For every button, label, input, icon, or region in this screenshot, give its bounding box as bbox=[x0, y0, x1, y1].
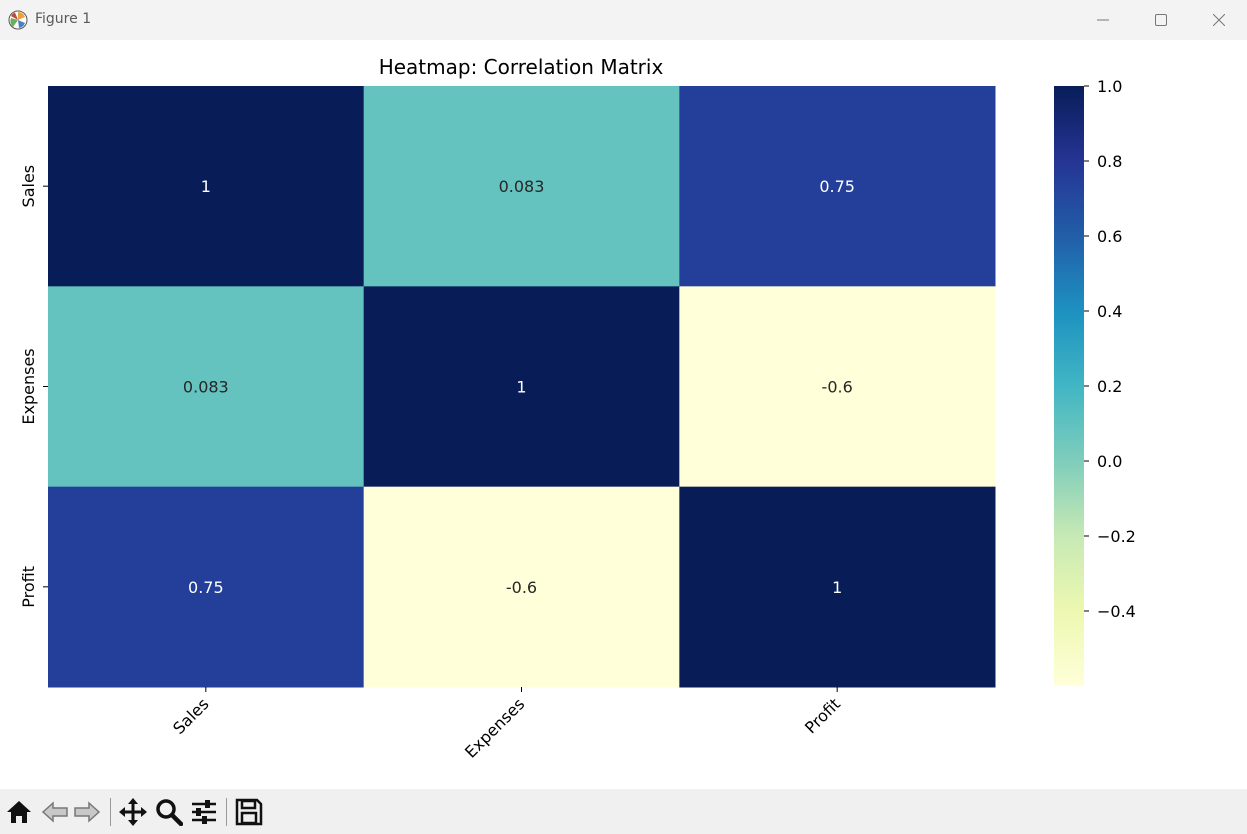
minimize-button[interactable] bbox=[1074, 0, 1132, 40]
heatmap-cell bbox=[679, 286, 996, 488]
back-arrow-icon bbox=[41, 801, 68, 823]
x-tick-label: Sales bbox=[169, 694, 213, 738]
cell-annotation: 0.083 bbox=[499, 177, 545, 196]
cell-annotation: 1 bbox=[516, 378, 526, 397]
heatmap-cell bbox=[679, 486, 996, 688]
colorbar-ticks: 1.0 0.8 0.6 0.4 0.2 0.0 −0.2 −0.4 bbox=[1084, 77, 1136, 621]
heatmap-cell bbox=[363, 486, 680, 688]
cell-annotation: 0.75 bbox=[819, 177, 855, 196]
chart-title: Heatmap: Correlation Matrix bbox=[379, 55, 664, 79]
navigation-toolbar bbox=[0, 789, 1247, 834]
cell-annotation: -0.6 bbox=[822, 378, 853, 397]
colorbar-tick-label: 0.6 bbox=[1097, 227, 1122, 246]
home-icon bbox=[7, 801, 31, 823]
pan-button[interactable] bbox=[117, 797, 149, 827]
cell-annotation: -0.6 bbox=[506, 578, 537, 597]
colorbar-tick-label: 0.0 bbox=[1097, 452, 1122, 471]
forward-button[interactable] bbox=[71, 797, 103, 827]
colorbar-tick-label: 0.4 bbox=[1097, 302, 1122, 321]
cell-annotation: 0.083 bbox=[183, 378, 229, 397]
window-title: Figure 1 bbox=[35, 11, 92, 27]
colorbar-tick-label: −0.4 bbox=[1097, 602, 1136, 621]
maximize-icon bbox=[1155, 14, 1167, 26]
toolbar-separator bbox=[110, 798, 111, 826]
x-tick-label: Profit bbox=[801, 694, 844, 737]
heatmap-chart: Heatmap: Correlation Matrix 1 0.083 0.75 0.… bbox=[19, 55, 1136, 762]
heatmap-cell bbox=[48, 86, 365, 287]
cell-annotation: 1 bbox=[201, 177, 211, 196]
zoom-magnifier-icon bbox=[156, 799, 183, 826]
heatmap-cell bbox=[679, 86, 996, 287]
matplotlib-logo-icon bbox=[8, 10, 28, 30]
y-tick-label: Profit bbox=[19, 566, 38, 608]
cell-annotation: 0.75 bbox=[188, 578, 224, 597]
colorbar-tick-label: 0.2 bbox=[1097, 377, 1122, 396]
home-button[interactable] bbox=[3, 797, 35, 827]
heatmap-cell bbox=[48, 286, 365, 488]
x-axis-labels: Sales Expenses Profit bbox=[169, 687, 844, 762]
configure-subplots-button[interactable] bbox=[188, 797, 220, 827]
toolbar-separator bbox=[226, 798, 227, 826]
y-tick-label: Sales bbox=[19, 165, 38, 208]
save-floppy-icon bbox=[235, 798, 263, 826]
cell-annotation: 1 bbox=[832, 578, 842, 597]
heatmap-cells: 1 0.083 0.75 0.083 1 -0.6 0.75 -0.6 1 bbox=[48, 86, 996, 688]
close-icon bbox=[1213, 14, 1225, 26]
back-button[interactable] bbox=[39, 797, 71, 827]
pan-move-icon bbox=[119, 798, 147, 826]
x-tick-label: Expenses bbox=[461, 694, 528, 761]
heatmap-cell bbox=[363, 286, 680, 488]
maximize-button[interactable] bbox=[1132, 0, 1190, 40]
colorbar-tick-label: 0.8 bbox=[1097, 152, 1122, 171]
zoom-button[interactable] bbox=[153, 797, 185, 827]
minimize-icon bbox=[1097, 19, 1109, 21]
y-tick-label: Expenses bbox=[19, 348, 38, 424]
y-axis-labels: Sales Expenses Profit bbox=[19, 165, 48, 608]
figure-canvas[interactable]: Heatmap: Correlation Matrix 1 0.083 0.75 0.… bbox=[0, 40, 1247, 789]
colorbar bbox=[1054, 86, 1084, 686]
forward-arrow-icon bbox=[74, 801, 101, 823]
heatmap-cell bbox=[48, 486, 365, 688]
colorbar-tick-label: 1.0 bbox=[1097, 77, 1122, 96]
save-button[interactable] bbox=[233, 797, 265, 827]
window-titlebar: Figure 1 bbox=[0, 0, 1247, 41]
colorbar-tick-label: −0.2 bbox=[1097, 527, 1136, 546]
configure-subplots-icon bbox=[192, 800, 216, 824]
close-button[interactable] bbox=[1190, 0, 1247, 40]
heatmap-cell bbox=[363, 86, 680, 287]
